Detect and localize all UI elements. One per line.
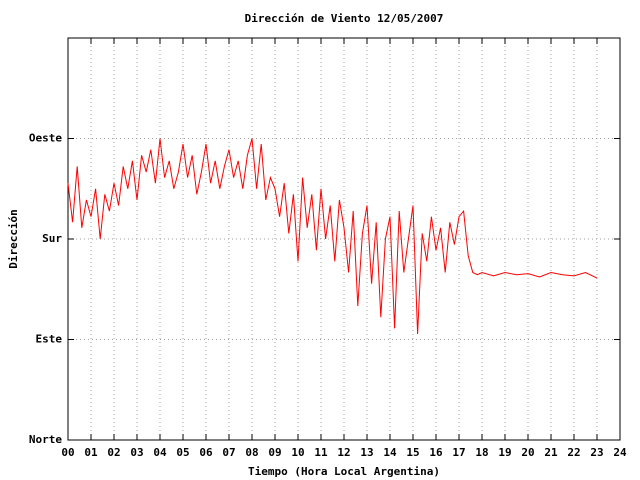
x-tick-label: 22 (567, 446, 580, 459)
x-axis-label: Tiempo (Hora Local Argentina) (248, 465, 440, 478)
x-tick-label: 07 (222, 446, 235, 459)
x-tick-label: 19 (498, 446, 511, 459)
x-tick-label: 10 (291, 446, 304, 459)
x-tick-label: 14 (383, 446, 397, 459)
chart-title: Dirección de Viento 12/05/2007 (245, 12, 444, 25)
x-tick-label: 00 (61, 446, 74, 459)
x-tick-label: 01 (84, 446, 98, 459)
y-tick-label: Oeste (29, 132, 62, 145)
y-tick-label: Este (36, 333, 63, 346)
x-tick-label: 09 (268, 446, 281, 459)
x-tick-label: 18 (475, 446, 488, 459)
x-tick-label: 16 (429, 446, 443, 459)
x-tick-label: 13 (360, 446, 373, 459)
x-tick-label: 11 (314, 446, 328, 459)
y-tick-label: Sur (42, 232, 62, 245)
x-tick-label: 24 (613, 446, 627, 459)
y-tick-label: Norte (29, 433, 62, 446)
data-line (67, 138, 598, 334)
x-tick-label: 21 (544, 446, 558, 459)
x-tick-label: 12 (337, 446, 350, 459)
x-tick-label: 06 (199, 446, 213, 459)
x-tick-label: 20 (521, 446, 534, 459)
x-tick-label: 03 (130, 446, 143, 459)
plot-border (67, 37, 621, 441)
x-tick-label: 02 (107, 446, 120, 459)
x-tick-label: 15 (406, 446, 419, 459)
y-axis-label: Dirección (7, 209, 20, 269)
x-tick-label: 04 (153, 446, 167, 459)
x-tick-label: 08 (245, 446, 258, 459)
x-tick-label: 05 (176, 446, 189, 459)
x-tick-label: 23 (590, 446, 603, 459)
x-tick-label: 17 (452, 446, 465, 459)
